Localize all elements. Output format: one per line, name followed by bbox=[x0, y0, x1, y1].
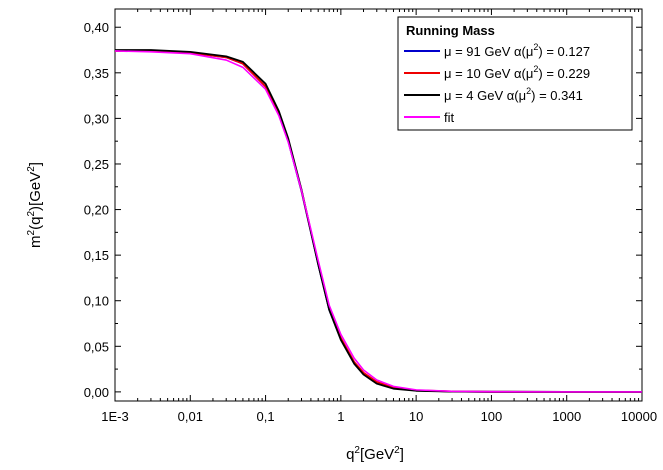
y-tick-label: 0,35 bbox=[84, 66, 109, 81]
x-tick-labels: 1E-3 0,01 0,1 1 10 100 1000 10000 bbox=[101, 409, 657, 424]
x-tick-label: 10000 bbox=[621, 409, 657, 424]
legend-items: μ = 91 GeV α(μ2) = 0.127 μ = 10 GeV α(μ2)… bbox=[404, 42, 590, 125]
x-tick-label: 1000 bbox=[552, 409, 581, 424]
y-tick-label: 0,05 bbox=[84, 339, 109, 354]
x-tick-label: 10 bbox=[409, 409, 423, 424]
y-tick-label: 0,00 bbox=[84, 385, 109, 400]
series-lines bbox=[114, 49, 642, 393]
y-tick-label: 0,30 bbox=[84, 111, 109, 126]
axis-ticks bbox=[114, 9, 643, 401]
legend-label: μ = 4 GeV α(μ2) = 0.341 bbox=[444, 86, 583, 103]
legend-label: μ = 10 GeV α(μ2) = 0.229 bbox=[444, 64, 590, 81]
x-tick-label: 100 bbox=[481, 409, 503, 424]
x-tick-label: 1 bbox=[337, 409, 344, 424]
series-line-3 bbox=[114, 50, 642, 393]
legend-label: fit bbox=[444, 110, 455, 125]
y-axis-title: m2(q2)[GeV2] bbox=[26, 162, 44, 248]
x-tick-label: 0,1 bbox=[257, 409, 275, 424]
x-axis-title: q2[GeV2] bbox=[346, 445, 404, 463]
legend-title: Running Mass bbox=[406, 23, 495, 38]
legend-label: μ = 91 GeV α(μ2) = 0.127 bbox=[444, 42, 590, 59]
x-tick-label: 0,01 bbox=[178, 409, 203, 424]
y-tick-labels: 0,00 0,05 0,10 0,15 0,20 0,25 0,30 0,35 0,40 bbox=[84, 20, 109, 400]
plot-frame bbox=[114, 8, 643, 402]
y-tick-label: 0,10 bbox=[84, 294, 109, 309]
y-tick-label: 0,15 bbox=[84, 248, 109, 263]
y-tick-label: 0,25 bbox=[84, 157, 109, 172]
x-tick-label: 1E-3 bbox=[101, 409, 128, 424]
y-tick-label: 0,40 bbox=[84, 20, 109, 35]
y-tick-label: 0,20 bbox=[84, 203, 109, 218]
